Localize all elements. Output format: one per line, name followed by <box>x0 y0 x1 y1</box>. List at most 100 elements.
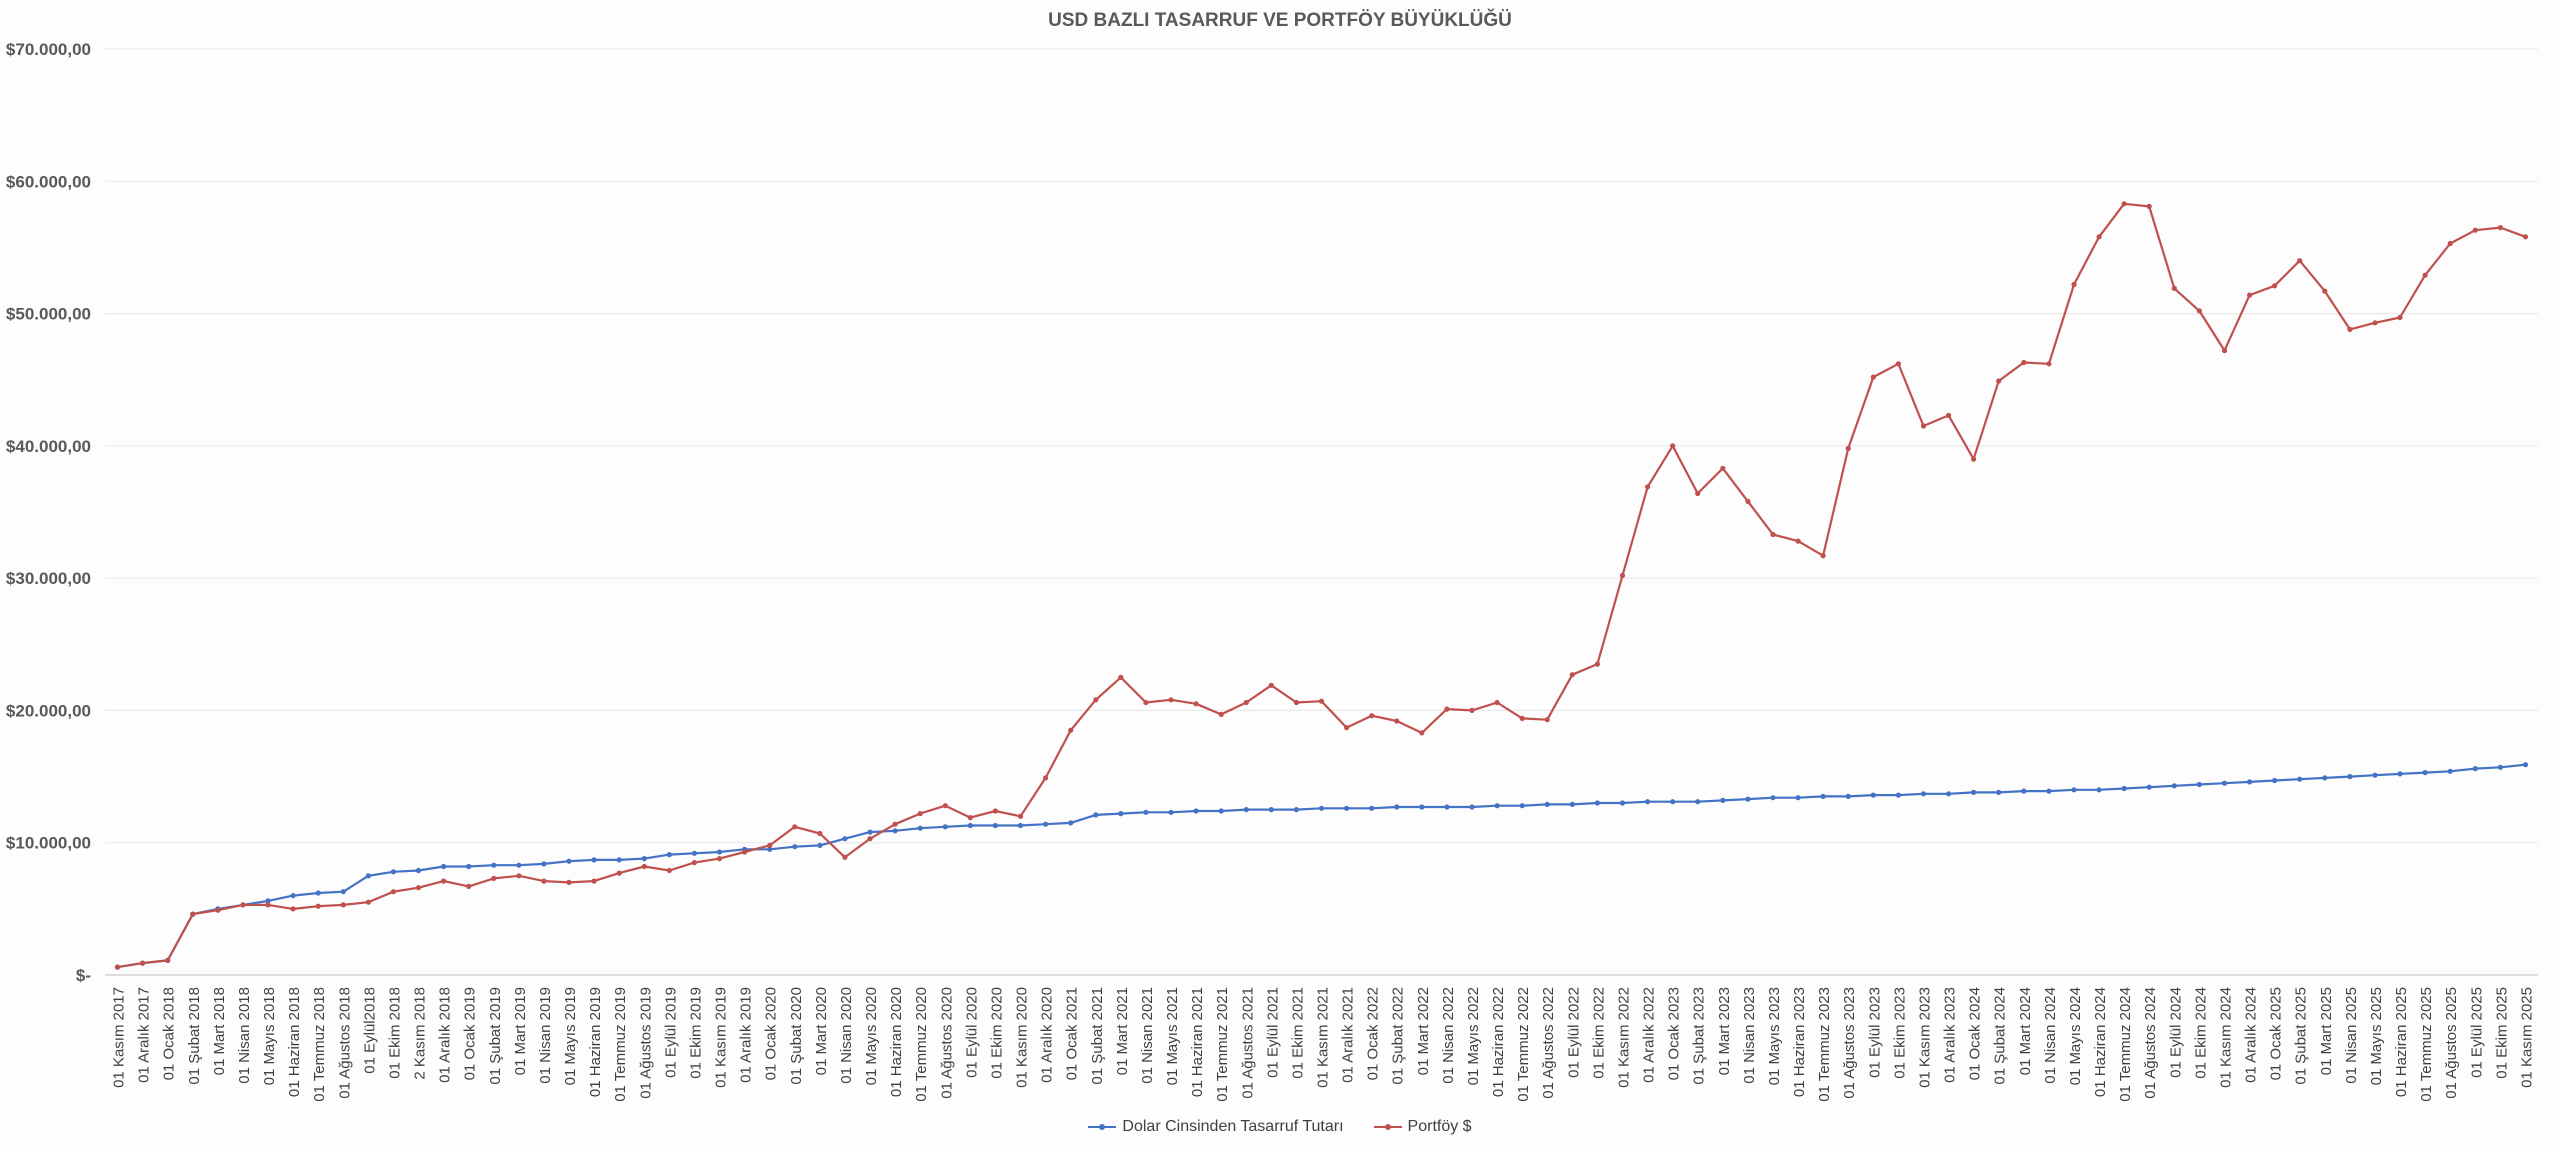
data-point <box>1820 793 1826 800</box>
data-point <box>415 867 422 874</box>
data-point <box>215 907 221 913</box>
y-tick-label: $70.000,00 <box>6 40 91 59</box>
chart-title: USD BAZLI TASARRUF VE PORTFÖY BÜYÜKLÜĞÜ <box>1048 10 1512 31</box>
data-point <box>2522 762 2529 768</box>
x-tick-label: 01 Nisan 2020 <box>838 987 855 1084</box>
y-tick-label: $10.000,00 <box>6 834 91 853</box>
data-point <box>290 906 296 912</box>
data-point <box>2497 225 2503 231</box>
data-point <box>767 846 773 852</box>
data-point <box>516 862 522 868</box>
data-point <box>591 878 597 884</box>
data-point <box>1043 821 1049 827</box>
data-point <box>1795 538 1801 544</box>
data-point <box>666 867 673 874</box>
x-tick-label: 01 Mart 2024 <box>2017 987 2034 1075</box>
data-point <box>1068 820 1074 826</box>
data-point <box>466 863 472 870</box>
data-point <box>1996 378 2002 384</box>
data-point <box>566 858 572 864</box>
x-tick-label: 01 Temmuz 2018 <box>311 987 328 1102</box>
data-point <box>2447 768 2453 774</box>
data-point <box>1419 730 1425 736</box>
x-tick-label: 01 Eylül 2025 <box>2468 987 2485 1078</box>
data-point <box>2322 775 2328 781</box>
data-point <box>1645 799 1651 805</box>
data-point <box>541 878 547 884</box>
data-point <box>716 856 723 862</box>
data-point <box>265 902 271 908</box>
legend-item-savings: Dolar Cinsinden Tasarruf Tutarı <box>1088 1118 1344 1136</box>
x-tick-label: 01 Nisan 2019 <box>537 987 554 1084</box>
data-point <box>1720 465 1726 471</box>
x-tick-label: 01 Ağustos 2022 <box>1540 987 1557 1099</box>
data-point <box>1268 682 1274 688</box>
data-point <box>792 844 798 850</box>
x-tick-label: 01 Mayıs 2018 <box>261 987 278 1085</box>
y-tick-label: $50.000,00 <box>6 305 91 324</box>
x-tick-label: 01 Temmuz 2021 <box>1214 987 1231 1102</box>
data-point <box>2096 234 2102 240</box>
data-point <box>2171 285 2177 291</box>
x-tick-label: 01 Ekim 2022 <box>1590 987 1607 1079</box>
x-tick-label: 01 Mart 2020 <box>813 987 830 1075</box>
x-tick-label: 01 Kasım 2019 <box>713 987 730 1088</box>
data-point <box>2221 348 2228 354</box>
x-tick-label: 01 Temmuz 2020 <box>913 987 930 1102</box>
data-point <box>2046 361 2052 367</box>
data-point <box>892 828 898 834</box>
data-point <box>691 850 698 856</box>
data-point <box>1569 801 1575 808</box>
x-tick-label: 01 Ekim 2020 <box>988 987 1005 1079</box>
data-point <box>2397 314 2403 321</box>
data-point <box>2272 777 2278 784</box>
data-point <box>641 863 647 870</box>
x-tick-label: 01 Haziran 2023 <box>1791 987 1808 1097</box>
data-point <box>1594 800 1600 806</box>
data-point <box>340 889 346 895</box>
data-point <box>2247 779 2253 785</box>
data-point <box>1168 809 1174 815</box>
data-point <box>1695 799 1701 805</box>
y-tick-label: $60.000,00 <box>6 172 91 191</box>
x-tick-label: 01 Şubat 2024 <box>1992 987 2009 1085</box>
data-point <box>2447 240 2453 247</box>
x-tick-label: 01 Ekim 2019 <box>687 987 704 1079</box>
x-tick-label: 01 Mayıs 2020 <box>863 987 880 1085</box>
data-point <box>491 862 497 868</box>
x-tick-label: 01 Haziran 2018 <box>286 987 303 1097</box>
x-tick-label: 01 Haziran 2025 <box>2393 987 2410 1097</box>
data-point <box>967 815 973 821</box>
x-tick-label: 01 Kasım 2024 <box>2217 987 2234 1088</box>
data-point <box>942 803 948 809</box>
data-point <box>641 856 647 862</box>
data-point <box>616 870 622 876</box>
data-point <box>1369 713 1375 719</box>
data-point <box>1193 808 1199 814</box>
x-tick-label: 01 Mart 2025 <box>2318 987 2335 1075</box>
data-point <box>2422 770 2428 776</box>
data-point <box>1344 725 1350 731</box>
data-point <box>1118 674 1124 681</box>
x-tick-label: 01 Aralık 2021 <box>1340 987 1357 1083</box>
data-point <box>1870 792 1876 798</box>
x-tick-label: 01 Kasım 2017 <box>111 987 128 1088</box>
data-point <box>1770 795 1776 801</box>
data-point <box>1143 699 1149 706</box>
data-point <box>1745 796 1751 802</box>
data-point <box>1870 374 1876 380</box>
data-point <box>1695 490 1701 497</box>
data-point <box>867 829 873 835</box>
data-point <box>1494 699 1500 706</box>
data-point <box>1971 456 1977 462</box>
data-point <box>992 822 999 829</box>
x-tick-label: 01 Aralık 2023 <box>1942 987 1959 1083</box>
data-point <box>2272 283 2278 289</box>
x-tick-label: 01 Nisan 2023 <box>1741 987 1758 1084</box>
data-point <box>1946 412 1952 418</box>
x-tick-label: 01 Eylül 2024 <box>2167 987 2184 1078</box>
x-tick-label: 01 Nisan 2024 <box>2042 987 2059 1084</box>
x-tick-label: 01 Ekim 2025 <box>2493 987 2510 1079</box>
